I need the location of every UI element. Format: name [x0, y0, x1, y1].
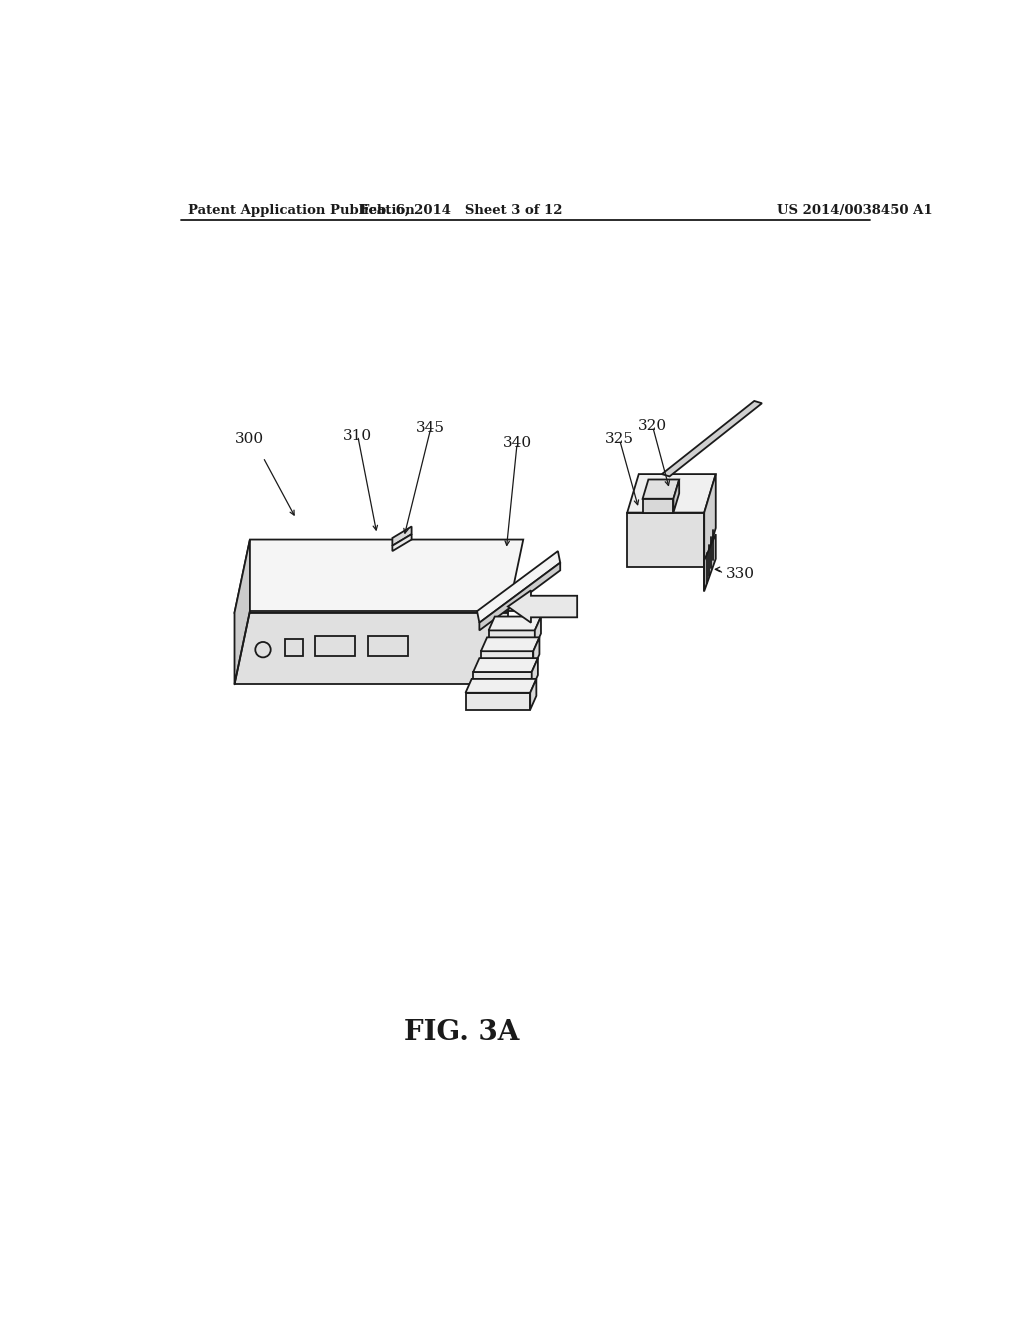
Polygon shape — [488, 631, 535, 647]
Polygon shape — [481, 651, 534, 668]
Text: 340: 340 — [503, 437, 531, 450]
Polygon shape — [466, 693, 530, 710]
Polygon shape — [392, 527, 412, 545]
Bar — [368, 636, 408, 656]
Polygon shape — [466, 678, 537, 693]
Polygon shape — [392, 535, 412, 552]
Polygon shape — [674, 479, 679, 512]
Text: Feb. 6, 2014   Sheet 3 of 12: Feb. 6, 2014 Sheet 3 of 12 — [360, 205, 563, 218]
Polygon shape — [481, 638, 540, 651]
Text: FIG. 3A: FIG. 3A — [404, 1019, 519, 1045]
Text: US 2014/0038450 A1: US 2014/0038450 A1 — [777, 205, 933, 218]
Polygon shape — [234, 540, 250, 684]
Polygon shape — [234, 612, 508, 684]
Polygon shape — [628, 512, 705, 566]
Text: 330: 330 — [726, 568, 755, 581]
Text: 345: 345 — [417, 421, 445, 434]
Polygon shape — [705, 535, 716, 591]
Bar — [285, 639, 303, 656]
Polygon shape — [534, 638, 540, 668]
Polygon shape — [643, 499, 674, 512]
Polygon shape — [530, 678, 537, 710]
Polygon shape — [628, 474, 716, 512]
Polygon shape — [705, 474, 716, 566]
Polygon shape — [234, 540, 523, 612]
Text: 325: 325 — [605, 433, 634, 446]
Polygon shape — [488, 616, 541, 631]
FancyArrow shape — [508, 590, 578, 623]
Polygon shape — [662, 401, 762, 477]
Bar — [315, 636, 355, 656]
Polygon shape — [477, 552, 560, 623]
Text: 320: 320 — [638, 420, 668, 433]
Text: 310: 310 — [343, 429, 373, 442]
Polygon shape — [535, 616, 541, 647]
Polygon shape — [473, 672, 531, 689]
Polygon shape — [479, 562, 560, 631]
Polygon shape — [643, 479, 679, 499]
Text: Patent Application Publication: Patent Application Publication — [188, 205, 415, 218]
Polygon shape — [473, 659, 538, 672]
Polygon shape — [531, 659, 538, 689]
Text: 300: 300 — [236, 433, 264, 446]
